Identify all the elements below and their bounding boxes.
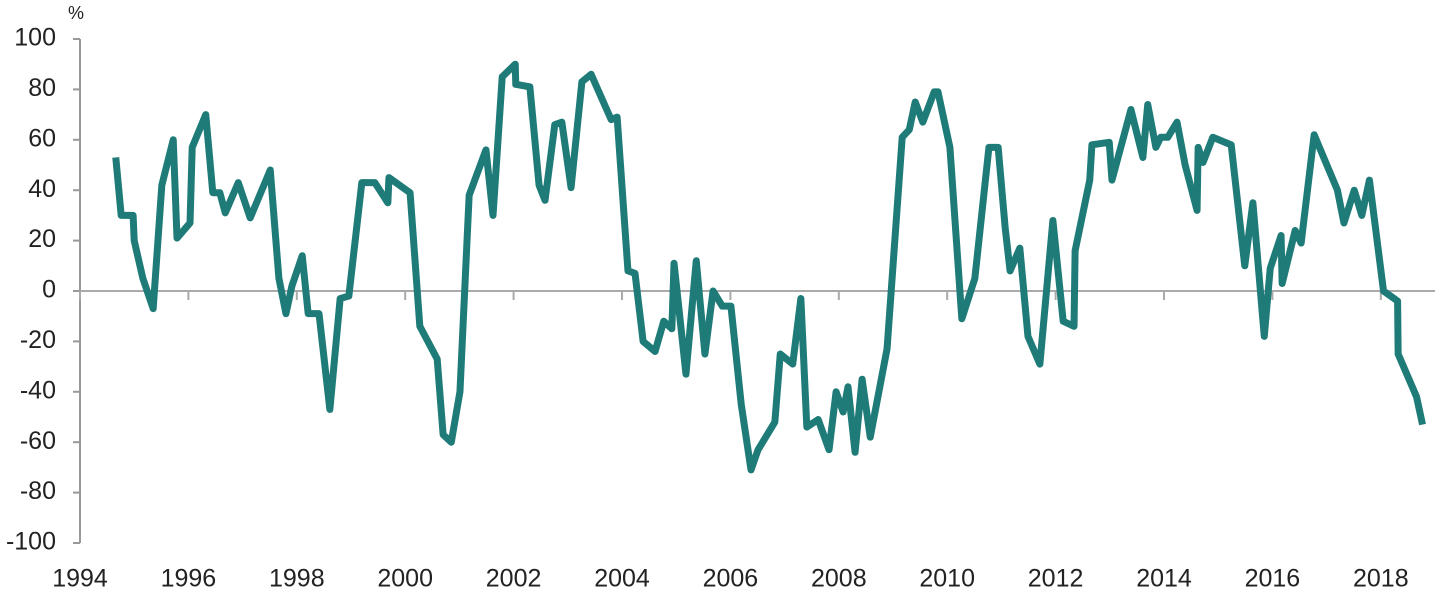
y-tick-label: -100	[6, 528, 56, 556]
x-tick-label: 2008	[811, 565, 867, 593]
y-tick-label: -80	[20, 477, 56, 505]
x-tick-label: 2004	[594, 565, 650, 593]
x-tick-label: 2010	[919, 565, 975, 593]
x-tick-label: 1996	[161, 565, 217, 593]
y-tick-label: -20	[20, 326, 56, 354]
x-tick-label: 1998	[269, 565, 325, 593]
y-tick-label: 60	[28, 124, 56, 152]
x-tick-label: 2012	[1028, 565, 1084, 593]
y-tick-label: -40	[20, 376, 56, 404]
y-tick-label: 40	[28, 175, 56, 203]
x-tick-label: 2000	[377, 565, 433, 593]
y-tick-label: 0	[42, 276, 56, 304]
x-tick-label: 2014	[1136, 565, 1192, 593]
x-tick-label: 2016	[1245, 565, 1301, 593]
y-tick-label: 100	[14, 24, 56, 52]
y-tick-label: 80	[28, 74, 56, 102]
data-line	[112, 60, 1426, 474]
x-tick-label: 2018	[1353, 565, 1409, 593]
x-tick-label: 2002	[486, 565, 542, 593]
x-tick-label: 2006	[703, 565, 759, 593]
x-tick-label: 1994	[52, 565, 108, 593]
y-unit-label: %	[68, 3, 84, 23]
y-tick-label: -60	[20, 427, 56, 455]
y-tick-label: 20	[28, 225, 56, 253]
